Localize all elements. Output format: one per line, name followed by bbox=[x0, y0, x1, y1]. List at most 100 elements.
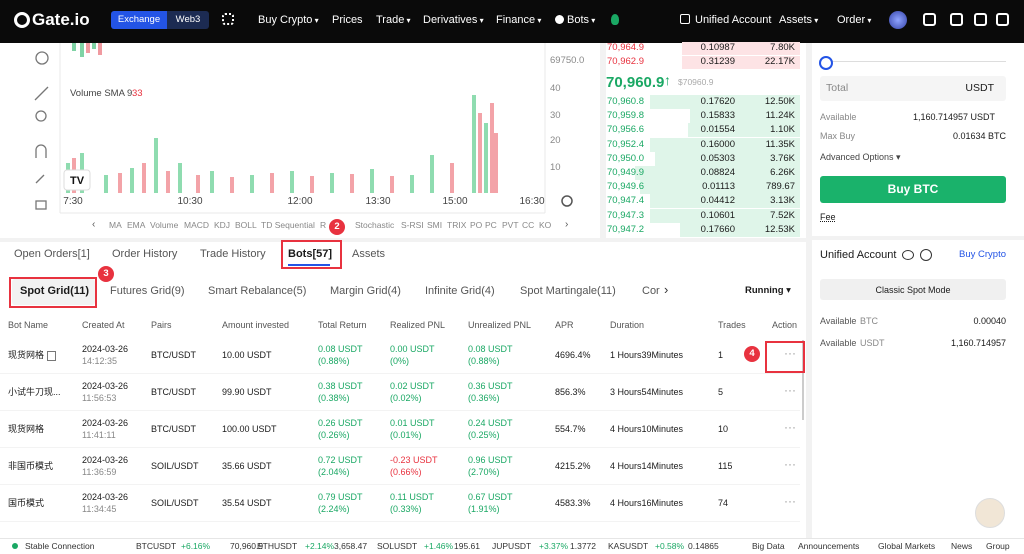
scroll-left[interactable]: ‹ bbox=[92, 219, 96, 230]
sub-tab[interactable]: Cor bbox=[642, 285, 660, 297]
nav-icon[interactable] bbox=[950, 13, 963, 26]
action-menu[interactable]: ··· bbox=[784, 457, 796, 471]
sub-tab[interactable]: Margin Grid(4) bbox=[330, 285, 401, 297]
ask-total: 22.17K bbox=[764, 56, 795, 67]
indicator-option[interactable]: PVT bbox=[502, 220, 519, 230]
tab[interactable]: Assets bbox=[352, 248, 386, 260]
nav-menu-item[interactable]: Bots ▾ bbox=[567, 14, 596, 26]
balance-label: Available bbox=[820, 316, 857, 326]
tab[interactable]: Bots[57] bbox=[288, 248, 333, 260]
nav-menu-item[interactable]: Finance ▾ bbox=[496, 14, 542, 26]
sub-tab[interactable]: Spot Grid(11) bbox=[20, 285, 90, 297]
eye-icon[interactable] bbox=[902, 250, 914, 260]
action-menu[interactable]: ··· bbox=[784, 420, 796, 434]
avatar[interactable] bbox=[889, 11, 907, 29]
footer-link[interactable]: Global Markets bbox=[878, 541, 936, 551]
ticker-price: 195.61 bbox=[454, 541, 480, 551]
duration: 4 Hours14Minutes bbox=[610, 461, 684, 471]
nav-menu-item[interactable]: Derivatives ▾ bbox=[423, 14, 484, 26]
indicator-option[interactable]: Stochastic bbox=[355, 220, 395, 230]
help-icon[interactable] bbox=[920, 249, 932, 261]
indicator-option[interactable]: R bbox=[320, 220, 327, 230]
indicator-option[interactable]: Volume bbox=[150, 220, 179, 230]
ticker-symbol[interactable]: KASUSDT bbox=[608, 541, 649, 551]
sub-tab-next[interactable]: › bbox=[664, 282, 669, 297]
exchange-tab[interactable]: Exchange bbox=[117, 14, 161, 25]
buy-button-label[interactable]: Buy BTC bbox=[887, 182, 939, 196]
status-filter[interactable]: Running ▾ bbox=[745, 285, 791, 296]
sub-tab[interactable]: Infinite Grid(4) bbox=[425, 285, 495, 297]
support-button[interactable] bbox=[975, 498, 1005, 528]
pnl-percent: (0.36%) bbox=[468, 393, 500, 403]
sub-tab[interactable]: Futures Grid(9) bbox=[110, 285, 185, 297]
time-axis-label: 13:30 bbox=[365, 196, 391, 207]
last-price: 70,960.9 bbox=[606, 74, 665, 91]
bid-total: 11.24K bbox=[765, 110, 795, 122]
action-menu[interactable]: ··· bbox=[784, 346, 796, 360]
ticker-symbol[interactable]: BTCUSDT bbox=[136, 541, 177, 551]
web3-tab[interactable]: Web3 bbox=[175, 14, 201, 25]
indicator-option[interactable]: SMI bbox=[427, 220, 443, 230]
copy-icon[interactable] bbox=[47, 351, 56, 361]
row-divider bbox=[0, 373, 800, 374]
pnl-percent: (0%) bbox=[390, 356, 410, 366]
tab[interactable]: Trade History bbox=[200, 248, 266, 260]
apps-icon[interactable] bbox=[222, 13, 234, 25]
ask-price: 70,962.9 bbox=[607, 56, 644, 67]
indicator-option[interactable]: PO bbox=[470, 220, 483, 230]
indicator-option[interactable]: KO bbox=[539, 220, 552, 230]
pnl-percent: (0.38%) bbox=[318, 393, 350, 403]
sub-tab[interactable]: Spot Martingale(11) bbox=[520, 285, 616, 297]
pnl-value: 0.26 USDT bbox=[318, 418, 363, 428]
sub-tab[interactable]: Smart Rebalance(5) bbox=[208, 285, 307, 297]
footer-link[interactable]: Group bbox=[986, 541, 1010, 551]
ticker-symbol[interactable]: ETHUSDT bbox=[257, 541, 298, 551]
bid-amount: 0.10601 bbox=[700, 209, 735, 221]
mode-button[interactable] bbox=[820, 279, 1006, 300]
ticker-price: 70,960.9 bbox=[230, 541, 264, 551]
indicator-option[interactable]: CC bbox=[522, 220, 535, 230]
slider-thumb[interactable] bbox=[819, 56, 833, 70]
tab[interactable]: Order History bbox=[112, 248, 178, 260]
nav-icon[interactable] bbox=[923, 13, 936, 26]
nav-right-item[interactable]: Order ▾ bbox=[837, 14, 872, 26]
indicator-option[interactable]: TD Sequential bbox=[261, 220, 315, 230]
indicator-option[interactable]: BOLL bbox=[235, 220, 257, 230]
volume-axis-label: 30 bbox=[550, 110, 561, 121]
ticker-symbol[interactable]: JUPUSDT bbox=[492, 541, 532, 551]
mode-button-label[interactable]: Classic Spot Mode bbox=[875, 285, 951, 295]
scroll-right[interactable]: › bbox=[565, 219, 569, 230]
indicator-option[interactable]: PC bbox=[485, 220, 497, 230]
nav-icon[interactable] bbox=[974, 13, 987, 26]
ticker-symbol[interactable]: SOLUSDT bbox=[377, 541, 418, 551]
indicator-option[interactable]: MA bbox=[109, 220, 122, 230]
nav-icon[interactable] bbox=[996, 13, 1009, 26]
action-menu[interactable]: ··· bbox=[784, 383, 796, 397]
tab[interactable]: Open Orders[1] bbox=[14, 248, 90, 260]
footer-link[interactable]: News bbox=[951, 541, 973, 551]
apr: 4696.4% bbox=[555, 350, 591, 360]
indicator-option[interactable]: KDJ bbox=[214, 220, 231, 230]
buy-crypto-link[interactable]: Buy Crypto bbox=[959, 249, 1006, 260]
nav-right-item[interactable]: Assets ▾ bbox=[779, 14, 819, 26]
footer-link[interactable]: Announcements bbox=[798, 541, 860, 551]
indicator-option[interactable]: MACD bbox=[184, 220, 210, 230]
total-label: Total bbox=[826, 82, 849, 94]
fee-link[interactable]: Fee bbox=[820, 212, 836, 222]
available-value: 1,160.714957 USDT bbox=[912, 112, 995, 122]
action-menu[interactable]: ··· bbox=[784, 494, 796, 508]
indicator-option[interactable]: TRIX bbox=[447, 220, 467, 230]
indicator-option[interactable]: S-RSI bbox=[401, 220, 424, 230]
bid-amount: 0.17620 bbox=[700, 96, 735, 107]
balance-asset: USDT bbox=[860, 338, 885, 348]
indicator-option[interactable]: EMA bbox=[127, 220, 146, 230]
advanced-options[interactable]: Advanced Options ▾ bbox=[820, 152, 901, 162]
nav-menu-item[interactable]: Trade ▾ bbox=[376, 14, 411, 26]
nav-menu-item[interactable]: Prices bbox=[332, 14, 363, 26]
nav-right-item[interactable]: Unified Account bbox=[695, 14, 772, 26]
ask-total: 7.80K bbox=[770, 42, 795, 53]
buy-button[interactable] bbox=[820, 176, 1006, 203]
footer-link[interactable]: Big Data bbox=[752, 541, 785, 551]
total-input[interactable] bbox=[820, 76, 1006, 101]
nav-menu-item[interactable]: Buy Crypto ▾ bbox=[258, 14, 319, 26]
